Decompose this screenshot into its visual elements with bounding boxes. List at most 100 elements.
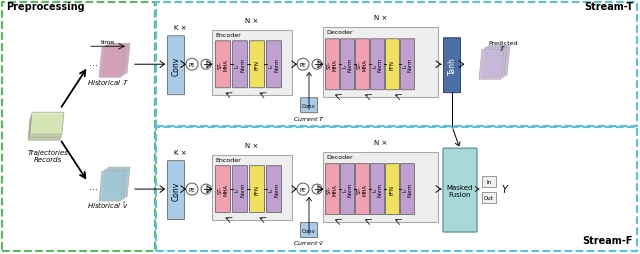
Text: FFN: FFN [390, 184, 395, 194]
FancyBboxPatch shape [326, 40, 339, 90]
Text: $\mathcal{T}$: $\mathcal{T}$ [499, 43, 506, 53]
Bar [212, 155, 292, 220]
FancyBboxPatch shape [301, 223, 317, 237]
Text: Predicted: Predicted [488, 41, 518, 46]
Text: Preprocessing: Preprocessing [6, 2, 84, 12]
Text: Encoder: Encoder [215, 33, 241, 38]
Text: Conv: Conv [302, 103, 316, 108]
Text: FFN: FFN [255, 184, 259, 194]
Text: L-
Norm: L- Norm [269, 182, 280, 197]
Text: K ×: K × [174, 25, 187, 31]
Text: Decoder: Decoder [326, 154, 353, 160]
FancyBboxPatch shape [385, 40, 399, 90]
Polygon shape [485, 46, 510, 76]
Polygon shape [28, 119, 62, 140]
Text: Conv: Conv [172, 56, 180, 75]
FancyBboxPatch shape [232, 42, 248, 88]
Text: Historical $\hat{v}$: Historical $\hat{v}$ [88, 200, 129, 210]
FancyBboxPatch shape [168, 37, 184, 95]
Text: Masked
Fusion: Masked Fusion [447, 184, 473, 197]
FancyBboxPatch shape [356, 40, 369, 90]
Bar [2, 3, 155, 251]
FancyBboxPatch shape [232, 166, 248, 213]
Text: ...: ... [88, 181, 97, 191]
Polygon shape [102, 46, 127, 76]
FancyBboxPatch shape [266, 42, 282, 88]
Bar [156, 128, 637, 251]
Text: Out: Out [484, 195, 494, 200]
Text: L-
Norm: L- Norm [372, 58, 383, 72]
Bar [212, 31, 292, 95]
Circle shape [201, 60, 211, 70]
Circle shape [186, 59, 198, 71]
Text: ...: ... [88, 58, 97, 68]
Bar [323, 152, 438, 222]
Circle shape [312, 60, 322, 70]
Text: Trajectories
Records: Trajectories Records [28, 150, 68, 163]
FancyBboxPatch shape [266, 166, 282, 213]
Text: ST-
MHA: ST- MHA [357, 59, 368, 71]
Text: N ×: N × [245, 142, 259, 148]
Text: PE: PE [189, 187, 195, 192]
Text: PE: PE [189, 62, 195, 68]
Circle shape [312, 184, 322, 194]
Text: N ×: N × [374, 15, 387, 21]
Text: N ×: N × [245, 18, 259, 24]
Text: ST-
MHA: ST- MHA [357, 183, 368, 195]
Polygon shape [102, 169, 127, 199]
FancyBboxPatch shape [371, 164, 385, 215]
Polygon shape [482, 48, 507, 78]
Text: Encoder: Encoder [215, 157, 241, 162]
Text: ST-
MHA: ST- MHA [218, 183, 228, 195]
Text: ST-
MHA: ST- MHA [218, 59, 228, 71]
Text: +: + [202, 184, 210, 194]
Text: Stream-F: Stream-F [582, 235, 633, 245]
Polygon shape [99, 48, 124, 78]
Text: L-
Norm: L- Norm [342, 182, 353, 197]
Text: +: + [313, 60, 321, 70]
FancyBboxPatch shape [340, 40, 355, 90]
Text: Conv: Conv [302, 228, 316, 233]
Text: L-
Norm: L- Norm [342, 58, 353, 72]
Bar [156, 3, 637, 127]
Text: +: + [313, 184, 321, 194]
FancyBboxPatch shape [250, 42, 264, 88]
Bar [482, 176, 496, 187]
FancyBboxPatch shape [250, 166, 264, 213]
Bar [323, 28, 438, 98]
Text: Stream-T: Stream-T [584, 2, 633, 12]
FancyBboxPatch shape [371, 40, 385, 90]
Text: L-
Norm: L- Norm [372, 182, 383, 197]
FancyBboxPatch shape [340, 164, 355, 215]
Text: FFN: FFN [255, 60, 259, 70]
Circle shape [186, 183, 198, 195]
Text: Tanh: Tanh [447, 57, 456, 75]
Text: L-
Norm: L- Norm [235, 58, 245, 72]
FancyBboxPatch shape [326, 164, 339, 215]
FancyBboxPatch shape [301, 98, 317, 113]
Text: In: In [486, 179, 492, 184]
Text: K ×: K × [174, 150, 187, 155]
Text: L-
Norm: L- Norm [269, 58, 280, 72]
Text: L-
Norm: L- Norm [235, 182, 245, 197]
Text: Conv: Conv [172, 181, 180, 200]
Text: Decoder: Decoder [326, 30, 353, 35]
Circle shape [297, 59, 309, 71]
FancyBboxPatch shape [401, 164, 415, 215]
Circle shape [297, 183, 309, 195]
FancyBboxPatch shape [385, 164, 399, 215]
FancyBboxPatch shape [216, 42, 230, 88]
Text: L-
Norm: L- Norm [402, 58, 413, 72]
Text: N ×: N × [374, 140, 387, 146]
FancyBboxPatch shape [444, 39, 461, 93]
Bar [482, 192, 496, 203]
FancyBboxPatch shape [401, 40, 415, 90]
Text: +: + [202, 60, 210, 70]
Text: Current $\hat{v}$: Current $\hat{v}$ [293, 238, 324, 247]
Text: Y: Y [501, 184, 507, 194]
FancyBboxPatch shape [356, 164, 369, 215]
FancyBboxPatch shape [168, 161, 184, 220]
Text: time: time [101, 40, 115, 45]
Text: PE: PE [300, 62, 307, 68]
Polygon shape [105, 44, 130, 74]
